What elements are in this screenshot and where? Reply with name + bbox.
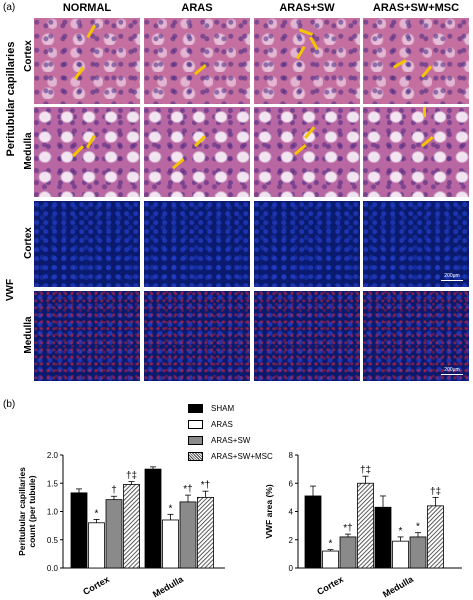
x-tick-label: Medulla — [381, 574, 416, 600]
micrograph-cortex-vwf-aras-sw — [253, 200, 361, 288]
bar-aras-sw-msc — [123, 483, 140, 569]
scale-bar-line — [441, 280, 463, 281]
significance-label: * — [169, 503, 173, 514]
micrograph-cortex-vwf-aras — [143, 200, 251, 288]
micrograph-medulla-vwf-aras-sw-msc: 200μm — [362, 290, 470, 382]
bar-sham — [304, 495, 322, 569]
legend-label-aras: ARAS — [211, 420, 233, 429]
bar-aras — [162, 519, 179, 569]
bar-aras — [392, 540, 409, 569]
y-tick-label: 2.0 — [47, 451, 59, 460]
micrograph-cortex-vwf-aras-sw-msc: 200μm — [362, 200, 470, 288]
significance-label: †‡ — [126, 471, 137, 482]
legend-item-aras-sw-msc: ARAS+SW+MSC — [188, 452, 273, 462]
legend-item-sham: SHAM — [188, 404, 235, 414]
bar-aras-sw-msc — [197, 496, 214, 569]
legend-item-aras: ARAS — [188, 420, 233, 430]
micrograph-cortex-vwf-normal — [33, 200, 141, 288]
bar-aras — [322, 550, 339, 569]
legend-swatch-aras-sw-msc — [188, 452, 203, 462]
column-header-aras: ARAS — [181, 2, 213, 14]
bar-aras-sw — [179, 501, 197, 569]
significance-label: * — [329, 539, 333, 550]
bar-sham — [70, 492, 88, 569]
micrograph-medulla-vwf-aras — [143, 290, 251, 382]
significance-label: * — [399, 526, 403, 537]
bar-aras-sw — [339, 536, 357, 569]
y-axis-label: Peritubular capillariescount (per tubule… — [17, 467, 37, 556]
scale-bar: 200μm — [441, 367, 463, 375]
y-tick-label: 0.0 — [47, 564, 59, 573]
y-tick-label: 0.5 — [47, 536, 59, 545]
scale-bar-line — [441, 374, 463, 375]
significance-label: *† — [343, 523, 352, 534]
scale-bar-label: 200μm — [444, 273, 460, 279]
bar-sham — [374, 506, 392, 569]
y-axis-label: VWF area (%) — [264, 484, 274, 538]
micrograph-medulla-he-aras-sw — [253, 106, 361, 198]
bar-aras — [88, 522, 105, 569]
y-tick-label: 0 — [289, 564, 294, 573]
column-header-normal: NORMAL — [62, 2, 112, 14]
y-tick-label: 1.5 — [47, 479, 59, 488]
legend-swatch-aras — [188, 420, 203, 430]
scale-bar-label: 200μm — [444, 367, 460, 373]
legend-item-aras-sw: ARAS+SW — [188, 436, 251, 446]
column-header-aras-sw: ARAS+SW — [279, 2, 335, 14]
bar-aras-sw-msc — [427, 505, 444, 569]
y-tick-label: 1.0 — [47, 508, 59, 517]
x-tick-label: Cortex — [81, 574, 111, 597]
significance-label: †‡ — [360, 465, 371, 476]
micrograph-medulla-he-normal — [33, 106, 141, 198]
micrograph-cortex-he-normal — [33, 17, 141, 105]
panel-a-label: (a) — [3, 2, 16, 13]
legend-label-sham: SHAM — [211, 404, 235, 413]
legend-label-aras-sw: ARAS+SW — [211, 436, 251, 445]
micrograph-cortex-he-aras — [143, 17, 251, 105]
significance-label: * — [416, 522, 420, 533]
micrograph-cortex-he-aras-sw — [253, 17, 361, 105]
micrograph-medulla-he-aras — [143, 106, 251, 198]
x-tick-label: Cortex — [315, 574, 345, 597]
y-tick-label: 4 — [289, 508, 294, 517]
legend-swatch-sham — [188, 404, 203, 414]
significance-label: †‡ — [430, 486, 441, 497]
bar-aras-sw — [409, 536, 427, 569]
bar-sham — [144, 468, 162, 569]
significance-label: * — [95, 508, 99, 519]
micrograph-medulla-vwf-aras-sw — [253, 290, 361, 382]
legend-swatch-aras-sw — [188, 436, 203, 446]
significance-label: † — [111, 485, 117, 496]
y-tick-label: 2 — [289, 536, 294, 545]
micrograph-medulla-vwf-normal — [33, 290, 141, 382]
significance-label: *† — [201, 480, 210, 491]
x-tick-label: Medulla — [151, 574, 186, 600]
y-tick-label: 6 — [289, 479, 294, 488]
micrograph-medulla-he-aras-sw-msc — [362, 106, 470, 198]
panel-b-label: (b) — [3, 399, 16, 410]
bar-aras-sw — [105, 499, 123, 569]
scale-bar: 200μm — [441, 273, 463, 281]
significance-label: *† — [183, 484, 192, 495]
micrograph-cortex-he-aras-sw-msc — [362, 17, 470, 105]
bar-aras-sw-msc — [357, 482, 374, 569]
y-tick-label: 8 — [289, 451, 294, 460]
legend-label-aras-sw-msc: ARAS+SW+MSC — [211, 452, 273, 461]
column-header-aras-sw-msc: ARAS+SW+MSC — [372, 2, 460, 14]
